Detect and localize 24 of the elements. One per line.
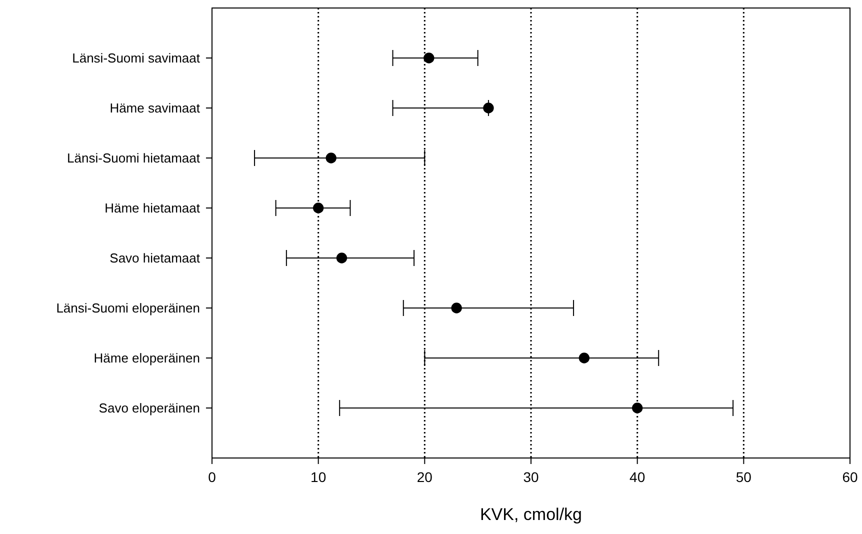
point — [312, 202, 324, 214]
point — [336, 252, 348, 264]
y-tick-label: Savo eloperäinen — [98, 400, 200, 416]
y-tick-label: Länsi-Suomi savimaat — [72, 50, 200, 66]
x-tick-label: 50 — [736, 469, 752, 485]
y-tick-label: Häme eloperäinen — [94, 350, 200, 366]
point — [326, 152, 336, 164]
x-tick-label: 40 — [630, 469, 646, 485]
x-tick-label: 30 — [523, 469, 539, 485]
point — [424, 52, 434, 64]
y-tick-label: Länsi-Suomi hietamaat — [67, 150, 200, 166]
x-tick-label: 20 — [416, 469, 433, 485]
y-tick-label: Savo hietamaat — [110, 250, 200, 266]
x-axis-title: KVK, cmol/kg — [480, 505, 582, 524]
x-tick-label: 60 — [842, 469, 858, 485]
y-tick-label: Häme savimaat — [110, 100, 200, 116]
point — [483, 102, 494, 114]
point — [632, 402, 643, 414]
y-tick-label: Länsi-Suomi eloperäinen — [56, 300, 200, 316]
x-tick-label: 10 — [310, 469, 326, 485]
y-tick-label: Häme hietamaat — [104, 200, 200, 216]
x-tick-label: 0 — [208, 469, 216, 485]
point — [578, 352, 590, 364]
point — [451, 302, 462, 314]
